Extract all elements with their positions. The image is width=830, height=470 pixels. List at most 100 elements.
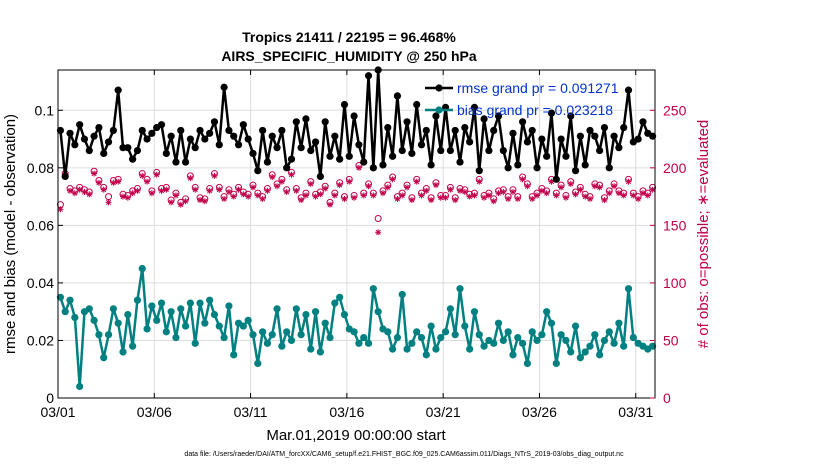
rmse-point [210,118,219,126]
obs-evaluated-point [457,187,464,194]
obs-evaluated-point [216,186,223,193]
rmse-point [591,132,599,140]
bias-point [509,351,517,359]
obs-evaluated-stroke-d2 [226,189,232,195]
rmse-point [148,129,156,137]
bias-point [119,348,127,356]
bias-line [59,267,654,388]
rmse-point [360,158,368,166]
rmse-point [648,132,657,140]
obs-evaluated-stroke-d2 [601,197,608,203]
obs-evaluated-stroke-d2 [120,194,126,200]
obs-evaluated-stroke-d2 [597,184,603,190]
obs-evaluated-point [635,195,642,202]
obs-evaluated-point [476,178,483,185]
rmse-point [369,164,377,172]
obs-evaluated-stroke-d2 [640,190,646,196]
plot-frame [57,69,656,399]
legend-rmse-label: rmse grand pr = 0.091271 [457,80,619,96]
obs-evaluated-stroke-d2 [86,191,92,197]
obs-evaluated-stroke-d2 [630,192,636,198]
obs-evaluated-point [95,179,102,186]
obs-evaluated-stroke-d2 [139,173,145,179]
obs-evaluated-point [481,194,488,201]
rmse-point [504,164,512,172]
rmse-point [109,126,117,135]
obs-evaluated-stroke-d2 [332,192,338,198]
obs-evaluated-stroke-d2 [645,192,651,198]
rmse-point [427,161,435,169]
bias-point [552,359,560,368]
obs-evaluated-stroke-d2 [288,172,295,178]
bias-point [499,336,507,345]
obs-evaluated-stroke-d2 [457,188,463,194]
bias-point [196,299,204,307]
obs-evaluated-stroke-d2 [149,190,155,196]
obs-evaluated-point [394,195,401,202]
obs-evaluated-stroke-d2 [317,191,323,197]
obs-evaluated-point [447,186,454,193]
obs-evaluated-stroke-d2 [284,189,290,195]
obs-possible-point [105,193,113,201]
bias-point [85,305,93,313]
legend: rmse grand pr = 0.091271 bias grand pr =… [425,80,619,118]
x-tick-label-1: 03/06 [137,404,172,420]
obs-evaluated-point [346,178,353,185]
bias-point [610,339,618,347]
obs-evaluated-stroke-d2 [510,189,516,195]
bias-point [408,339,416,347]
obs-evaluated-point [100,186,107,193]
obs-evaluated-stroke-d2 [293,188,299,194]
bias-point [206,296,214,304]
obs-evaluated-stroke-d2 [110,180,116,186]
obs-evaluated-stroke-d2 [563,195,569,201]
bias-point [523,359,532,368]
obs-evaluated-point [625,178,632,185]
bias-point [576,354,584,362]
bias-point [331,299,339,307]
obs-evaluated-stroke-d2 [544,190,550,196]
chart-title: Tropics 21411 / 22195 = 96.468% [242,29,456,45]
obs-evaluated-stroke-d2 [91,171,97,177]
obs-evaluated-stroke-d2 [447,187,453,193]
rmse-point [466,138,474,146]
obs-evaluated-stroke-d2 [500,189,506,195]
bias-point [210,310,219,319]
obs-evaluated-stroke-d2 [438,195,444,201]
obs-evaluated-stroke-d2 [399,192,405,198]
legend-bias-marker [435,106,443,114]
rmse-point [80,135,89,143]
obs-evaluated-point [505,195,512,202]
bias-point [114,319,122,327]
rmse-point [66,129,74,137]
rmse-point [254,167,262,175]
obs-evaluated-point [245,193,252,200]
bias-point [648,342,657,350]
obs-evaluated-stroke-d2 [616,190,622,196]
rmse-point [181,158,190,166]
obs-evaluated-stroke-d2 [534,192,540,198]
obs-evaluated-point [524,183,531,190]
obs-evaluated-stroke-d2 [101,187,107,193]
obs-evaluated-point [119,193,126,200]
bias-point [244,316,252,324]
obs-evaluated-stroke-d2 [635,196,641,202]
bias-point [480,342,488,350]
bias-point [586,342,594,350]
obs-evaluated-stroke-d2 [577,187,583,193]
bias-point [177,305,185,313]
bias-point [451,331,459,339]
obs-evaluated-point [269,174,276,181]
obs-evaluated-point [322,185,329,192]
obs-evaluated-stroke-d2 [621,192,627,198]
bias-point [321,319,329,327]
bias-point [389,345,397,353]
obs-evaluated-point [601,197,608,204]
rmse-point [543,152,551,160]
y2-tick-label-5: 250 [663,102,687,118]
obs-evaluated-stroke-d2 [341,196,348,202]
obs-evaluated-stroke-d2 [529,196,535,202]
rmse-point [278,126,286,135]
rmse-point [355,141,363,149]
rmse-point [172,158,180,166]
